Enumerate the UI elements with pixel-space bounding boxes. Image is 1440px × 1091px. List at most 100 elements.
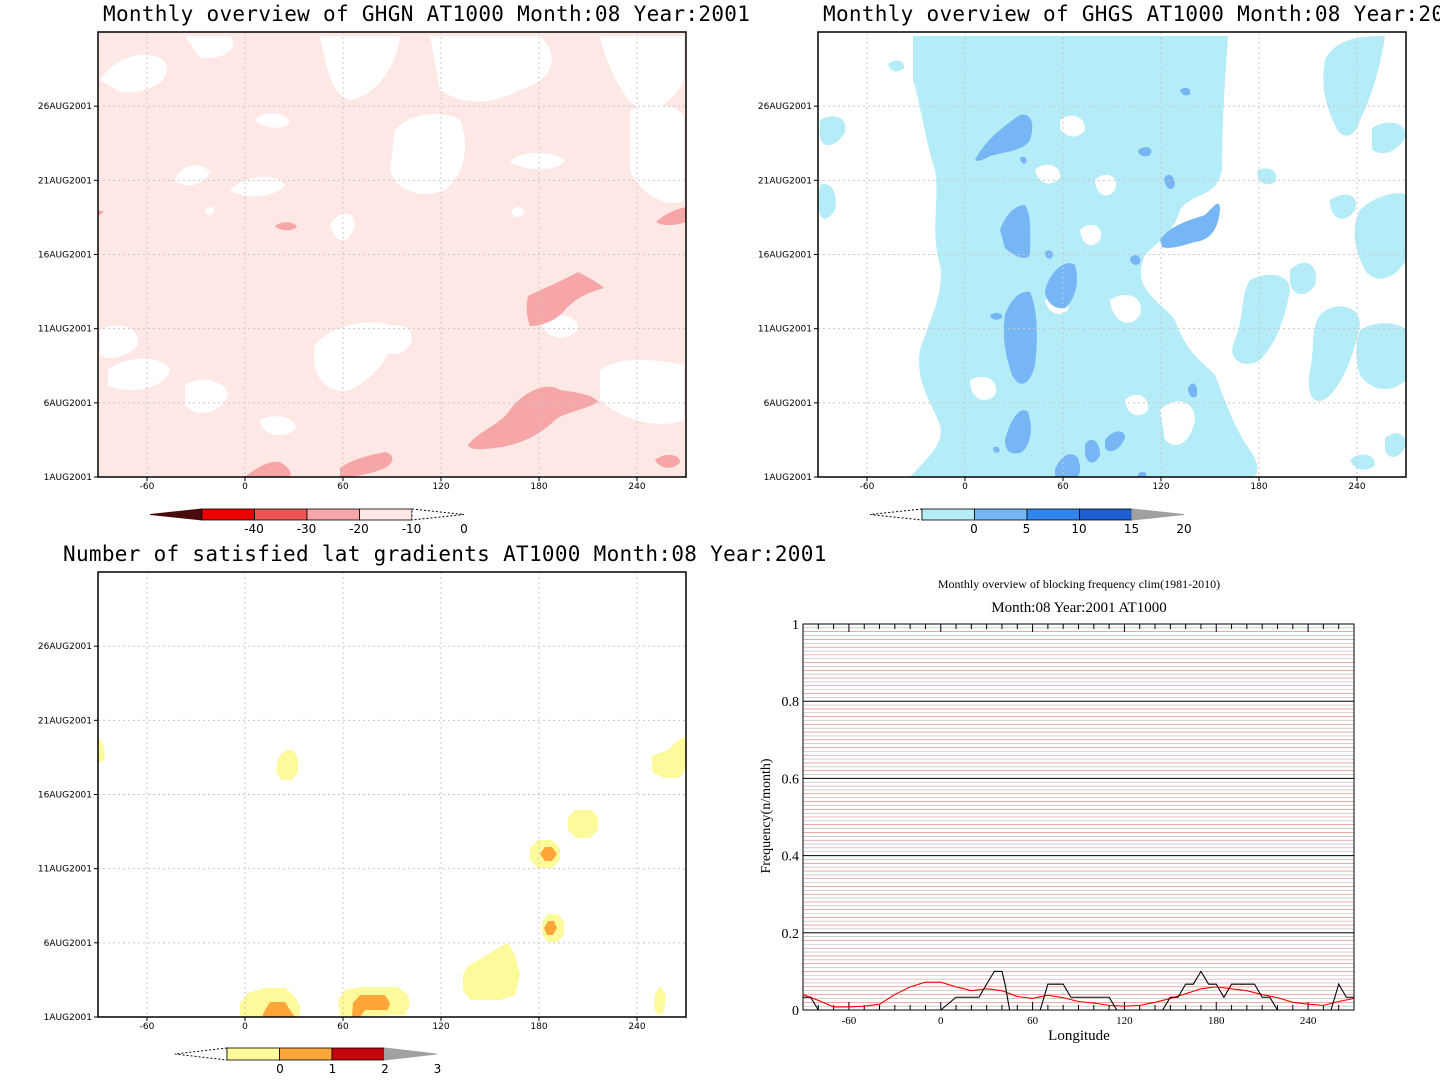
ghgn-x-tick-label: 60 [337, 482, 349, 492]
ghgn-axis-ticks: -60 0 60 120 180 240 1AUG2001 6AUG2001 11AUG2001… [38, 102, 646, 492]
ghgn-colorbar: -40 -30 -20 -10 0 [149, 508, 468, 536]
ghgs-high-level-regions [975, 87, 1220, 477]
lat-gradients-title: Number of satisfied lat gradients AT1000… [63, 542, 827, 566]
blocking-major-hlines [803, 700, 1354, 934]
ghgs-colorbar-left-extension [869, 508, 923, 521]
ghgs-x-tick-label: 120 [1152, 482, 1169, 492]
ghgn-colorbar-label: -20 [349, 522, 369, 536]
ghgs-colorbar-right-extension [1131, 508, 1185, 521]
ghgs-x-tick-label: -60 [860, 482, 875, 492]
lat-gradients-y-tick-label: 26AUG2001 [38, 642, 92, 652]
ghgs-axis-ticks: -60 0 60 120 180 240 1AUG2001 6AUG2001 11AUG2001… [758, 102, 1366, 492]
ghgs-colorbar-label: 15 [1124, 522, 1139, 536]
ghgn-colorbar-segment [306, 508, 360, 521]
blocking-panel: Monthly overview of blocking frequency c… [759, 577, 1355, 1044]
ghgs-x-tick-label: 240 [1348, 482, 1365, 492]
ghgn-background-field [98, 32, 686, 477]
lat-gradients-colorbar-label: 3 [434, 1062, 442, 1076]
ghgs-colorbar-label: 5 [1023, 522, 1031, 536]
ghgs-colorbar-segment [921, 508, 975, 521]
ghgs-colorbar-label: 10 [1071, 522, 1086, 536]
lat-gradients-colorbar-segment [279, 1047, 333, 1061]
ghgn-y-tick-label: 6AUG2001 [44, 399, 92, 409]
ghgn-negative-anomaly-regions [98, 207, 686, 477]
blocking-x-tick-label: 240 [1300, 1015, 1317, 1027]
ghgn-x-tick-label: 240 [628, 482, 645, 492]
ghgs-colorbar-label: 0 [970, 522, 978, 536]
lat-gradients-x-tick-label: 240 [628, 1022, 645, 1032]
lat-gradients-colorbar-label: 2 [381, 1062, 389, 1076]
lat-gradients-panel: -60 0 60 120 180 240 1AUG2001 6AUG2001 11AUG2001… [38, 571, 687, 1032]
lat-gradients-x-tick-label: 180 [530, 1022, 547, 1032]
lat-gradients-orange-regions [262, 847, 557, 1017]
blocking-axis-labels: -60 0 60 120 180 240 0 0.2 0.4 0.6 0.8 1 [782, 618, 1317, 1027]
lat-gradients-x-tick-label: -60 [140, 1022, 155, 1032]
blocking-y-tick-label: 1 [792, 618, 799, 633]
blocking-y-tick-label: 0.2 [782, 927, 800, 942]
ghgn-x-tick-label: 0 [242, 482, 248, 492]
blocking-title: Monthly overview of blocking frequency c… [938, 577, 1220, 591]
lat-gradients-y-tick-label: 6AUG2001 [44, 939, 92, 949]
ghgs-title: Monthly overview of GHGS AT1000 Month:08… [823, 2, 1440, 26]
lat-gradients-x-tick-label: 120 [432, 1022, 449, 1032]
blocking-frequency-line [803, 970, 1354, 1011]
ghgn-y-tick-label: 1AUG2001 [44, 473, 92, 483]
lat-gradients-colorbar-segment [226, 1047, 280, 1061]
lat-gradients-colorbar: 0 1 2 3 [174, 1047, 442, 1076]
blocking-climatology-line [802, 981, 1355, 1008]
ghgs-y-tick-label: 1AUG2001 [764, 473, 812, 483]
blocking-y-tick-label: 0.4 [782, 850, 800, 865]
ghgn-y-tick-label: 11AUG2001 [38, 325, 92, 335]
blocking-x-tick-label: -60 [842, 1015, 857, 1027]
ghgs-colorbar-segment [1026, 508, 1080, 521]
ghgn-y-tick-label: 26AUG2001 [38, 102, 92, 112]
lat-gradients-colorbar-left-extension [174, 1047, 228, 1061]
ghgn-colorbar-segment [359, 508, 413, 521]
ghgs-colorbar-label: 20 [1176, 522, 1191, 536]
ghgn-y-tick-label: 16AUG2001 [38, 251, 92, 261]
blocking-xlabel: Longitude [1048, 1028, 1110, 1044]
ghgs-y-tick-label: 16AUG2001 [758, 251, 812, 261]
ghgn-y-tick-label: 21AUG2001 [38, 176, 92, 186]
lat-gradients-x-tick-label: 60 [337, 1022, 349, 1032]
ghgn-colorbar-label: 0 [460, 522, 468, 536]
lat-gradients-colorbar-label: 1 [329, 1062, 337, 1076]
ghgs-y-tick-label: 6AUG2001 [764, 399, 812, 409]
lat-gradients-colorbar-right-extension [384, 1047, 437, 1061]
blocking-ylabel: Frequency(n/month) [759, 758, 774, 873]
ghgn-x-tick-label: 180 [530, 482, 547, 492]
ghgs-y-tick-label: 11AUG2001 [758, 325, 812, 335]
ghgn-grid [98, 32, 686, 477]
blocking-y-tick-label: 0.6 [782, 772, 800, 787]
lat-gradients-y-tick-label: 1AUG2001 [44, 1013, 92, 1023]
lat-gradients-x-tick-label: 0 [242, 1022, 248, 1032]
ghgn-colorbar-label: -30 [297, 522, 317, 536]
ghgs-colorbar-segment [974, 508, 1028, 521]
lat-gradients-y-tick-label: 11AUG2001 [38, 865, 92, 875]
ghgn-panel: -60 0 60 120 180 240 1AUG2001 6AUG2001 11AUG2001… [38, 31, 687, 492]
ghgs-colorbar-segment [1079, 508, 1133, 521]
ghgs-panel: -60 0 60 120 180 240 1AUG2001 6AUG2001 11AUG2001… [758, 31, 1407, 492]
lat-gradients-y-tick-label: 16AUG2001 [38, 791, 92, 801]
ghgs-y-tick-label: 26AUG2001 [758, 102, 812, 112]
lat-gradients-y-tick-label: 21AUG2001 [38, 716, 92, 726]
blocking-series [802, 970, 1355, 1011]
lat-gradients-background [98, 572, 686, 1017]
ghgn-x-tick-label: -60 [140, 482, 155, 492]
ghgs-colorbar: 0 5 10 15 20 [869, 508, 1192, 536]
ghgs-y-tick-label: 21AUG2001 [758, 176, 812, 186]
blocking-x-tick-label: 0 [938, 1015, 944, 1027]
blocking-hlines [803, 627, 1354, 1007]
ghgs-x-tick-label: 180 [1250, 482, 1267, 492]
lat-gradients-grid [98, 572, 686, 1017]
blocking-y-tick-label: 0.8 [782, 695, 800, 710]
lat-gradients-colorbar-segment [331, 1047, 385, 1061]
ghgn-colorbar-label: -40 [244, 522, 264, 536]
ghgn-title: Monthly overview of GHGN AT1000 Month:08… [103, 2, 751, 26]
ghgs-zero-holes [970, 115, 1195, 445]
ghgn-colorbar-segment [254, 508, 308, 521]
lat-gradients-axis-ticks: -60 0 60 120 180 240 1AUG2001 6AUG2001 11AUG2001… [38, 642, 646, 1032]
blocking-minor-ticks [802, 624, 1355, 1010]
blocking-y-tick-label: 0 [792, 1004, 799, 1019]
ghgn-colorbar-label: -10 [402, 522, 422, 536]
